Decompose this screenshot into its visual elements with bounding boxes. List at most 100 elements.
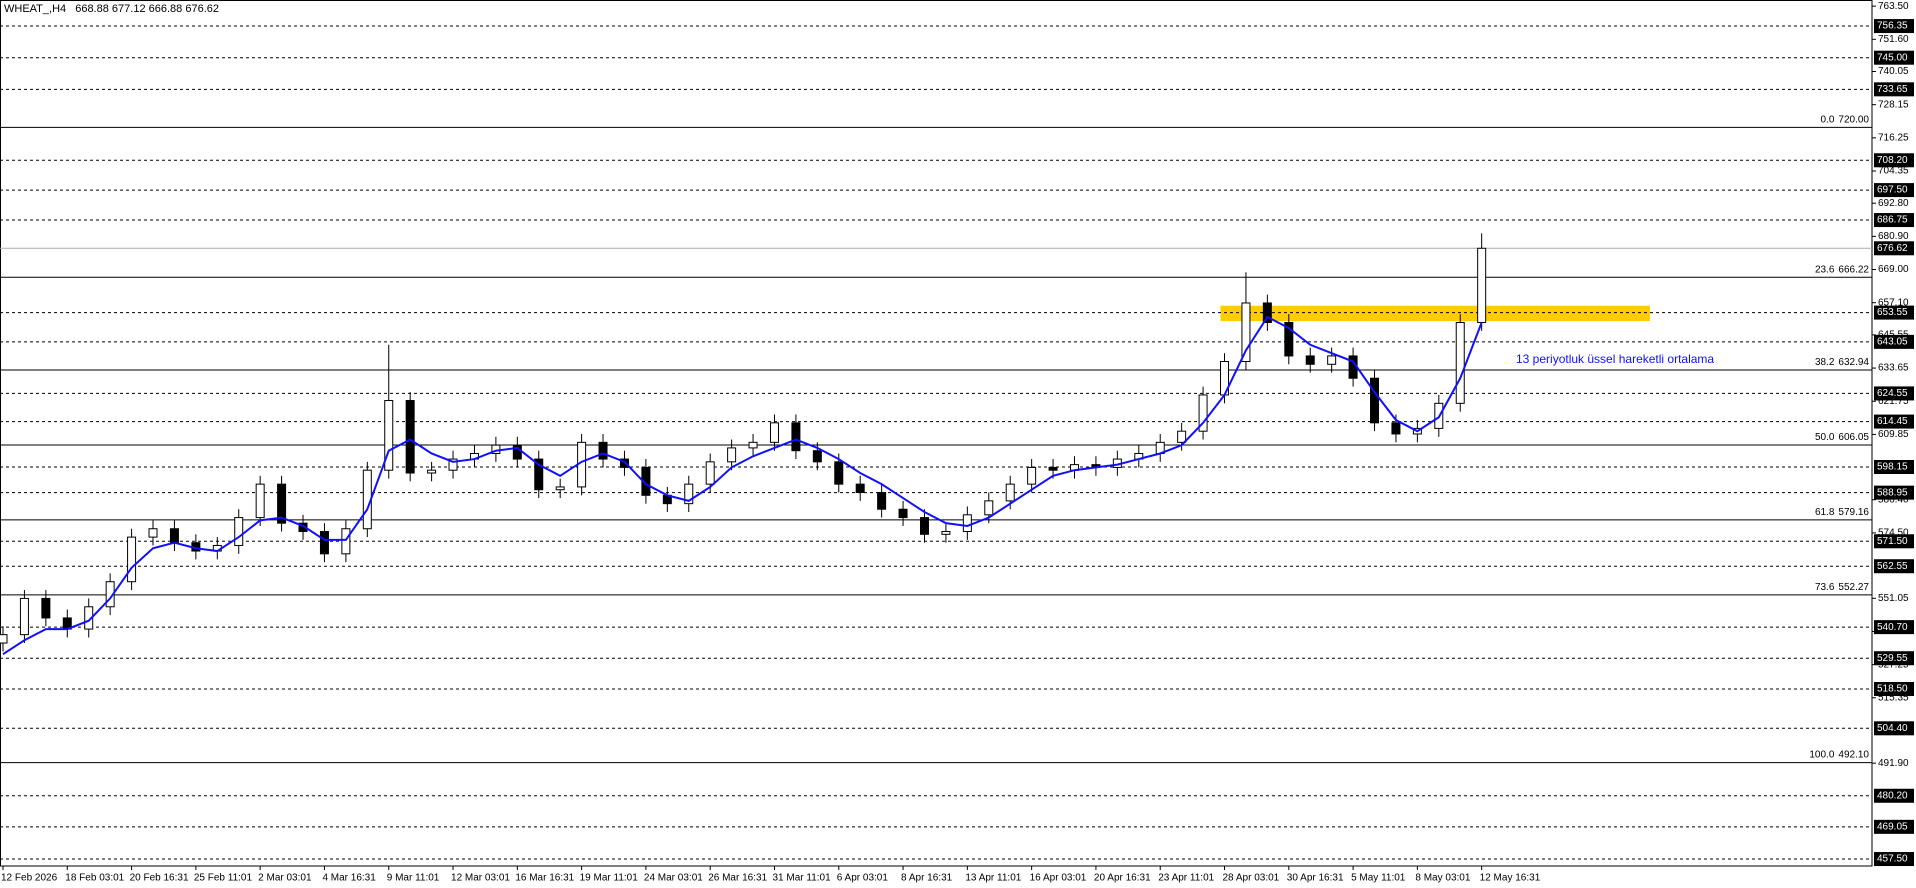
fib-level: 100.0 <box>1809 749 1834 760</box>
fib-label: 100.0 492.10 <box>1809 749 1869 760</box>
level-label: 733.65 <box>1877 84 1908 95</box>
candle-body <box>427 469 437 474</box>
level-box <box>1874 788 1914 803</box>
fib-value: 632.94 <box>1838 357 1869 368</box>
level-box <box>1874 50 1914 65</box>
candle-body <box>448 458 458 471</box>
candle-body <box>727 447 737 463</box>
x-tick-label: 12 Feb 2026 <box>1 873 58 884</box>
candle-body <box>169 528 179 544</box>
fib-label: 73.6 552.27 <box>1815 582 1869 593</box>
candle-body <box>405 400 415 474</box>
ohlc-low: 666.88 <box>149 3 183 15</box>
candle-body <box>791 422 801 452</box>
y-tick-label: 551.05 <box>1878 593 1909 604</box>
candle-body <box>1198 394 1208 432</box>
candle-body <box>319 531 329 555</box>
x-tick-label: 12 May 16:31 <box>1480 873 1541 884</box>
x-tick-label: 4 Mar 16:31 <box>322 873 376 884</box>
candle-body <box>1027 466 1037 485</box>
level-label: 653.55 <box>1877 307 1908 318</box>
level-box <box>1874 559 1914 574</box>
candle-body <box>1048 466 1058 471</box>
level-box <box>1874 721 1914 736</box>
zone <box>1220 305 1650 322</box>
level-box <box>1874 334 1914 349</box>
level-label: 686.75 <box>1877 215 1908 226</box>
current-price-box <box>1874 241 1914 256</box>
y-tick-label: 751.60 <box>1878 34 1909 45</box>
fib-label: 38.2 632.94 <box>1815 357 1869 368</box>
x-tick-label: 30 Apr 16:31 <box>1287 873 1344 884</box>
level-label: 480.20 <box>1877 790 1908 801</box>
level-box <box>1874 620 1914 635</box>
x-tick-label: 2 Mar 03:01 <box>258 873 312 884</box>
level-box <box>1874 682 1914 697</box>
y-tick-label: 669.00 <box>1878 264 1909 275</box>
x-tick-label: 6 Apr 03:01 <box>837 873 889 884</box>
level-label: 598.15 <box>1877 462 1908 473</box>
x-tick-label: 28 Apr 03:01 <box>1223 873 1280 884</box>
x-tick-label: 23 Apr 11:01 <box>1158 873 1214 884</box>
fib-label: 61.8 579.16 <box>1815 507 1869 518</box>
level-label: 518.50 <box>1877 684 1908 695</box>
level-box <box>1874 82 1914 97</box>
candle-body <box>1262 302 1272 323</box>
candle-body <box>1477 247 1487 323</box>
level-label: 614.45 <box>1877 416 1908 427</box>
level-box <box>1874 414 1914 429</box>
candle-body <box>1370 377 1380 424</box>
fib-level: 50.0 <box>1815 432 1835 443</box>
level-box <box>1874 852 1914 867</box>
y-tick-label: 609.85 <box>1878 429 1909 440</box>
fib-label: 23.6 666.22 <box>1815 264 1869 275</box>
y-tick-label: 491.90 <box>1878 758 1909 769</box>
candle-body <box>341 528 351 555</box>
y-tick-label: 692.80 <box>1878 198 1909 209</box>
candle-body <box>598 441 608 460</box>
y-tick-label: 704.35 <box>1878 166 1909 177</box>
x-tick-label: 16 Apr 03:01 <box>1030 873 1087 884</box>
level-label: 745.00 <box>1877 52 1908 63</box>
chart-header: WHEAT_,H4 668.88 677.12 666.88 676.62 <box>4 3 219 15</box>
fib-level: 38.2 <box>1815 357 1835 368</box>
y-tick-label: 680.90 <box>1878 231 1909 242</box>
x-tick-label: 5 May 11:01 <box>1351 873 1406 884</box>
candle-body <box>1005 483 1015 502</box>
fib-value: 606.05 <box>1838 432 1869 443</box>
candle-body <box>769 422 779 443</box>
fib-label: 0.0 720.00 <box>1821 114 1870 125</box>
y-tick-label: 716.25 <box>1878 132 1909 143</box>
level-label: 562.55 <box>1877 561 1908 572</box>
fib-level: 61.8 <box>1815 507 1835 518</box>
candle-body <box>234 517 244 546</box>
ohlc-open: 668.88 <box>75 3 109 15</box>
level-box <box>1874 386 1914 401</box>
level-label: 540.70 <box>1877 622 1908 633</box>
candle-body <box>0 634 8 644</box>
level-box <box>1874 183 1914 198</box>
y-tick-label: 633.65 <box>1878 363 1909 374</box>
y-tick-label: 740.05 <box>1878 66 1909 77</box>
x-tick-label: 9 Mar 11:01 <box>387 873 440 884</box>
candle-body <box>962 514 972 533</box>
level-box <box>1874 534 1914 549</box>
symbol: WHEAT_,H4 <box>4 3 66 15</box>
candle-body <box>834 461 844 485</box>
level-label: 756.35 <box>1877 21 1908 32</box>
level-label: 469.05 <box>1877 821 1908 832</box>
level-box <box>1874 19 1914 34</box>
x-tick-label: 20 Apr 16:31 <box>1094 873 1151 884</box>
annotation: 13 periyotluk üssel hareketli ortalama <box>1516 352 1714 366</box>
candle-body <box>1177 430 1187 443</box>
current-price-label: 676.62 <box>1877 243 1908 254</box>
candle-body <box>41 597 51 619</box>
candle-body <box>941 531 951 535</box>
candle-body <box>1284 321 1294 357</box>
fib-value: 492.10 <box>1838 749 1869 760</box>
candle-body <box>1391 422 1401 435</box>
x-tick-label: 16 Mar 16:31 <box>515 873 574 884</box>
x-tick-label: 24 Mar 03:01 <box>644 873 703 884</box>
candle-body <box>277 483 287 524</box>
